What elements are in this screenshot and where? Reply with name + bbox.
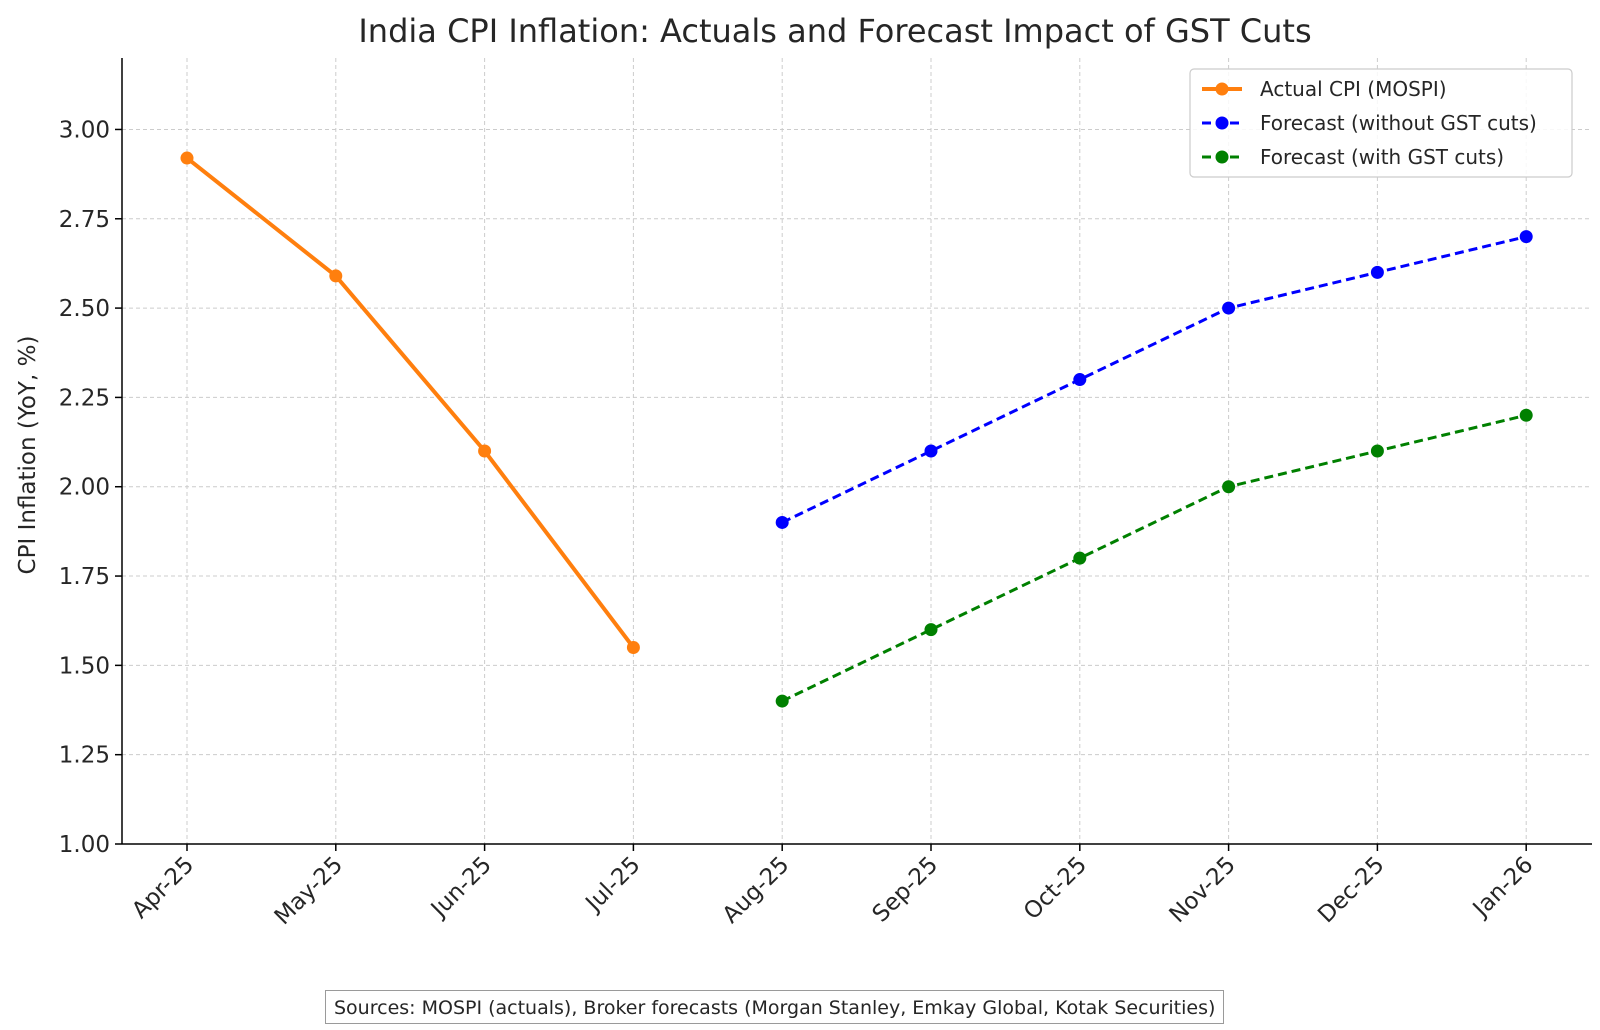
- x-tick-label: Oct-25: [1019, 852, 1092, 925]
- y-tick-label: 2.25: [59, 385, 110, 411]
- x-tick-label: Apr-25: [127, 852, 199, 924]
- series-line: [185, 156, 635, 649]
- data-point: [1519, 230, 1533, 244]
- data-point: [1519, 408, 1533, 422]
- x-tick-label: May-25: [270, 852, 348, 930]
- x-tick-label: Jul-25: [580, 852, 646, 918]
- y-tick-label: 2.75: [59, 207, 110, 233]
- legend-entry: Forecast (with GST cuts): [1202, 145, 1504, 169]
- legend-marker: [1215, 150, 1229, 164]
- legend-label: Actual CPI (MOSPI): [1260, 77, 1447, 101]
- y-tick-label: 1.50: [59, 653, 110, 679]
- x-tick-label: Dec-25: [1313, 852, 1389, 928]
- data-point: [775, 515, 789, 529]
- x-tick-label: Aug-25: [718, 852, 795, 929]
- legend-box: [1189, 68, 1573, 178]
- y-tick-label: 1.25: [59, 743, 110, 769]
- y-tick-label: 1.75: [59, 564, 110, 590]
- data-point: [180, 151, 194, 165]
- data-point: [1370, 444, 1384, 458]
- y-tick-label: 1.00: [59, 832, 110, 858]
- x-tick-label: Sep-25: [868, 852, 944, 928]
- data-point: [1222, 480, 1236, 494]
- legend-entry: Forecast (without GST cuts): [1202, 111, 1537, 135]
- legend-marker: [1215, 82, 1229, 96]
- x-tick-label: Jan-26: [1467, 852, 1538, 923]
- series-0: [180, 151, 640, 654]
- chart-title: India CPI Inflation: Actuals and Forecas…: [358, 12, 1311, 50]
- data-point: [1370, 265, 1384, 279]
- series-line: [781, 235, 1527, 524]
- y-tick-label: 2.00: [59, 475, 110, 501]
- series-line: [781, 413, 1527, 703]
- x-tick-label: Nov-25: [1165, 852, 1241, 928]
- axes-layer: 1.00 1.25 1.50 1.75 2.00 2.25 2.50 2.75 3.00 Apr-…: [59, 58, 1592, 930]
- y-axis-label: CPI Inflation (YoY, %): [15, 336, 41, 575]
- data-point: [924, 623, 938, 637]
- series-layer: [180, 151, 1533, 708]
- data-point: [775, 694, 789, 708]
- legend-label: Forecast (with GST cuts): [1260, 145, 1504, 169]
- legend-label: Forecast (without GST cuts): [1260, 111, 1537, 135]
- legend: Actual CPI (MOSPI) Forecast (without GST …: [1189, 68, 1573, 178]
- legend-marker: [1215, 116, 1229, 130]
- data-point: [924, 444, 938, 458]
- legend-entry: Actual CPI (MOSPI): [1202, 77, 1447, 101]
- y-tick-label: 2.50: [59, 296, 110, 322]
- data-point: [1073, 551, 1087, 565]
- x-tick-label: Jun-25: [425, 852, 497, 924]
- source-note: Sources: MOSPI (actuals), Broker forecas…: [325, 990, 1225, 1024]
- data-point: [478, 444, 492, 458]
- y-tick-label: 3.00: [59, 117, 110, 143]
- series-2: [775, 408, 1533, 708]
- series-1: [775, 230, 1533, 529]
- data-point: [1222, 301, 1236, 315]
- data-point: [1073, 373, 1087, 387]
- data-point: [626, 641, 640, 654]
- data-point: [329, 269, 343, 283]
